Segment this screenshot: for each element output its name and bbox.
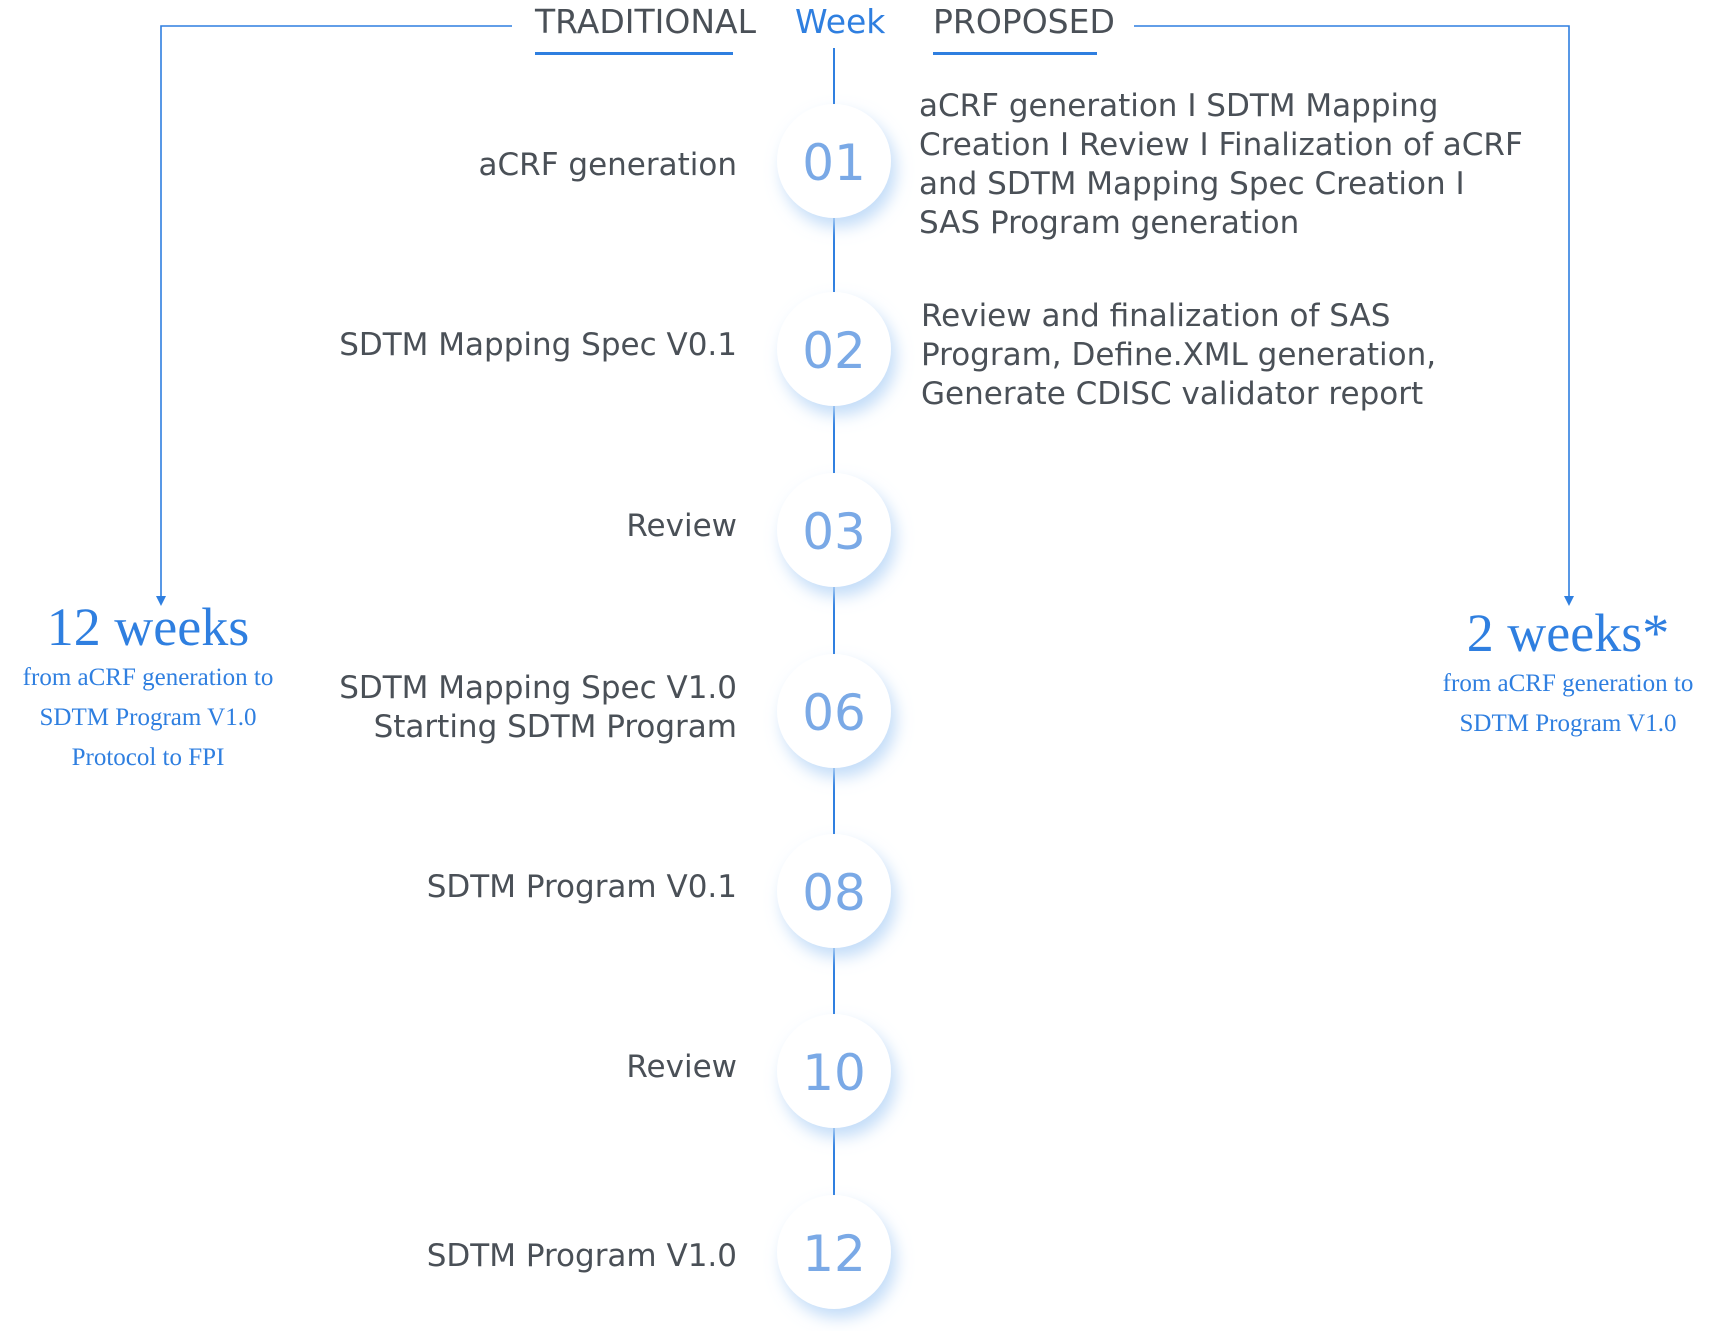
proposed-step-text: Creation I Review I Finalization of aCRF: [919, 127, 1523, 163]
traditional-bracket-arrow: [156, 596, 166, 606]
proposed-step-text: Generate CDISC validator report: [921, 376, 1424, 412]
proposed-step-text: Review and finalization of SAS: [921, 298, 1391, 334]
week-node-03: 03: [777, 473, 891, 587]
proposed-bracket-line: [1134, 25, 1570, 598]
week-node-08: 08: [777, 834, 891, 948]
week-node-06: 06: [777, 654, 891, 768]
traditional-step-06: SDTM Mapping Spec V1.0 Starting SDTM Pro…: [137, 669, 737, 747]
week-number: 03: [802, 503, 866, 561]
week-circle: [777, 292, 891, 406]
traditional-step-12: SDTM Program V1.0: [137, 1237, 737, 1276]
proposed-step-text: Program, Define.XML generation,: [921, 337, 1437, 373]
traditional-step-text: SDTM Program V1.0: [426, 1238, 737, 1274]
week-number: 06: [802, 684, 866, 742]
traditional-step-10: Review: [137, 1048, 737, 1087]
week-node-01: 01: [777, 104, 891, 218]
week-circle: [777, 473, 891, 587]
traditional-step-03: Review: [137, 507, 737, 546]
proposed-summary-line: from aCRF generation to: [1442, 670, 1694, 697]
traditional-step-08: SDTM Program V0.1: [137, 868, 737, 907]
traditional-step-text: Review: [626, 1049, 737, 1085]
week-circle: [777, 834, 891, 948]
proposed-step-01: aCRF generation I SDTM Mapping Creation …: [919, 87, 1559, 243]
week-number: 02: [802, 322, 866, 380]
proposed-duration: 2 weeks*: [1466, 603, 1670, 663]
week-circles: 01 02 03 06 08 10 12: [777, 104, 891, 1309]
week-number: 01: [802, 134, 866, 192]
traditional-step-text: SDTM Mapping Spec V1.0: [339, 670, 737, 706]
week-circle: [777, 1195, 891, 1309]
proposed-summary-line: SDTM Program V1.0: [1459, 710, 1677, 737]
week-node-12: 12: [777, 1195, 891, 1309]
traditional-step-text: SDTM Mapping Spec V0.1: [339, 327, 737, 363]
traditional-summary: 12 weeks from aCRF generation to SDTM Pr…: [0, 596, 296, 778]
traditional-duration: 12 weeks: [46, 597, 250, 657]
proposed-step-02: Review and finalization of SAS Program, …: [921, 297, 1561, 414]
week-node-10: 10: [777, 1014, 891, 1128]
proposed-step-text: aCRF generation I SDTM Mapping: [919, 88, 1439, 124]
proposed-summary: 2 weeks* from aCRF generation to SDTM Pr…: [1420, 602, 1709, 744]
week-number: 12: [802, 1225, 866, 1283]
proposed-step-text: and SDTM Mapping Spec Creation I: [919, 166, 1465, 202]
proposed-step-text: SAS Program generation: [919, 205, 1300, 241]
traditional-bracket-line: [160, 25, 512, 598]
traditional-summary-line: from aCRF generation to: [22, 664, 274, 691]
traditional-step-02: SDTM Mapping Spec V0.1: [137, 326, 737, 365]
traditional-step-text: aCRF generation: [478, 147, 737, 183]
week-number: 08: [802, 864, 866, 922]
week-node-02: 02: [777, 292, 891, 406]
traditional-step-text: SDTM Program V0.1: [426, 869, 737, 905]
proposed-header-underline: [933, 52, 1097, 55]
traditional-step-text: Starting SDTM Program: [373, 709, 737, 745]
traditional-summary-line: Protocol to FPI: [71, 744, 225, 771]
traditional-step-01: aCRF generation: [137, 146, 737, 185]
week-number: 10: [802, 1044, 866, 1102]
traditional-header-underline: [535, 52, 733, 55]
traditional-header: TRADITIONAL: [535, 2, 756, 41]
week-circle: [777, 104, 891, 218]
traditional-step-text: Review: [626, 508, 737, 544]
week-circle: [777, 654, 891, 768]
proposed-header: PROPOSED: [933, 2, 1115, 41]
proposed-bracket-arrow: [1564, 596, 1574, 606]
week-circle: [777, 1014, 891, 1128]
week-header: Week: [795, 2, 886, 41]
traditional-summary-line: SDTM Program V1.0: [39, 704, 257, 731]
